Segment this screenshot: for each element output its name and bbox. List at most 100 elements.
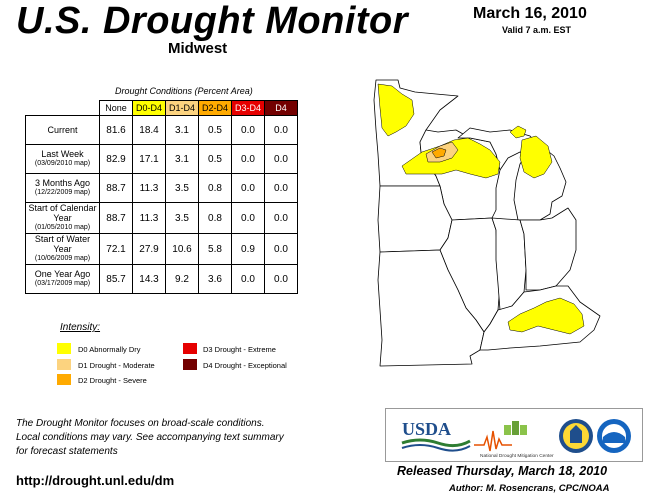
ndmc-pulse-line <box>474 430 512 452</box>
cell-d4: 0.0 <box>264 115 298 145</box>
d0-area-minnesota <box>377 83 415 137</box>
cell-d3-d4: 0.9 <box>231 233 265 265</box>
cell-d3-d4: 0.0 <box>231 202 265 234</box>
disclaimer-note: The Drought Monitor focuses on broad-sca… <box>16 417 346 459</box>
cell-d0-d4: 17.1 <box>132 144 166 174</box>
table-row: One Year Ago (03/17/2009 map) 85.7 14.3 9.2 3… <box>25 264 298 294</box>
col-header-d2-d4: D2-D4 <box>198 100 232 116</box>
row-label: One Year Ago (03/17/2009 map) <box>25 264 100 294</box>
row-label-text: Last Week <box>41 149 84 159</box>
row-label: Last Week (03/09/2010 map) <box>25 144 100 174</box>
cell-d2-d4: 0.5 <box>198 115 232 145</box>
cell-d2-d4: 0.8 <box>198 202 232 234</box>
cell-d4: 0.0 <box>264 264 298 294</box>
state-iowa <box>377 185 453 253</box>
cell-d3-d4: 0.0 <box>231 264 265 294</box>
cell-none: 85.7 <box>99 264 133 294</box>
cell-d1-d4: 3.5 <box>165 202 199 234</box>
noaa-logo-bird <box>603 432 625 443</box>
d0-area-michigan-east <box>519 135 553 179</box>
table-header-row: None D0-D4 D1-D4 D2-D4 D3-D4 D4 <box>25 100 298 116</box>
legend-label-d1: D1 Drought - Moderate <box>78 361 155 370</box>
legend-swatch-d4 <box>183 359 197 370</box>
table-caption: Drought Conditions (Percent Area) <box>115 86 253 96</box>
cell-d3-d4: 0.0 <box>231 144 265 174</box>
d2-area-wisconsin <box>431 147 447 159</box>
drought-monitor-link[interactable]: http://drought.unl.edu/dm <box>16 473 175 488</box>
row-label-text: Start of Calendar Year <box>28 203 97 223</box>
usda-logo: USDA <box>401 419 471 452</box>
midwest-drought-map <box>373 79 601 367</box>
d0-area-michigan-north <box>509 125 527 139</box>
cell-none: 88.7 <box>99 173 133 203</box>
state-ohio <box>519 207 577 291</box>
cell-none: 88.7 <box>99 202 133 234</box>
cell-d0-d4: 18.4 <box>132 115 166 145</box>
row-label-map-date: (12/22/2009 map) <box>34 189 91 196</box>
valid-time: Valid 7 a.m. EST <box>502 25 572 35</box>
d2-severe-drought-areas <box>431 147 447 159</box>
table-row: 3 Months Ago (12/22/2009 map) 88.7 11.3 3.5 0… <box>25 173 298 203</box>
region-name: Midwest <box>168 40 228 57</box>
row-label: Start of Water Year (10/06/2009 map) <box>25 233 100 265</box>
cell-d2-d4: 0.8 <box>198 173 232 203</box>
row-label-map-date: (03/17/2009 map) <box>34 280 91 287</box>
cell-d4: 0.0 <box>264 233 298 265</box>
row-label-text: 3 Months Ago <box>34 178 91 188</box>
cell-d3-d4: 0.0 <box>231 173 265 203</box>
cell-none: 81.6 <box>99 115 133 145</box>
row-label-map-date: (01/05/2010 map) <box>34 224 91 231</box>
cell-d0-d4: 11.3 <box>132 173 166 203</box>
usda-leaf-swoosh <box>401 438 471 448</box>
cell-d2-d4: 3.6 <box>198 264 232 294</box>
cell-d3-d4: 0.0 <box>231 115 265 145</box>
legend-label-d3: D3 Drought - Extreme <box>203 345 276 354</box>
cell-d1-d4: 3.1 <box>165 144 199 174</box>
cell-d1-d4: 3.5 <box>165 173 199 203</box>
d0-area-kentucky <box>507 297 585 335</box>
cell-d2-d4: 0.5 <box>198 144 232 174</box>
legend-swatch-d3 <box>183 343 197 354</box>
row-label-text: Start of Water Year <box>34 234 91 254</box>
legend-swatch-d0 <box>57 343 71 354</box>
cell-d4: 0.0 <box>264 202 298 234</box>
table-body: Current 81.6 18.4 3.1 0.5 0.0 0.0 Last Week (03/… <box>25 115 298 294</box>
usda-water-swoosh <box>401 444 471 452</box>
table-row: Start of Calendar Year (01/05/2010 map) 88… <box>25 202 298 234</box>
note-line-1: The Drought Monitor focuses on broad-sca… <box>16 418 265 429</box>
ndmc-tree-2 <box>512 421 519 435</box>
cell-d1-d4: 9.2 <box>165 264 199 294</box>
note-line-3: for forecast statements <box>16 446 118 457</box>
release-date: Released Thursday, March 18, 2010 <box>397 464 608 478</box>
row-label-map-date: (03/09/2010 map) <box>34 160 91 167</box>
row-label: Start of Calendar Year (01/05/2010 map) <box>25 202 100 234</box>
table-row: Last Week (03/09/2010 map) 82.9 17.1 3.1 0.5 0… <box>25 144 298 174</box>
cell-d1-d4: 10.6 <box>165 233 199 265</box>
row-label-text: Current <box>47 125 78 135</box>
ndmc-logo: National Drought Mitigation Center <box>474 421 554 459</box>
doc-seal-logo <box>559 419 593 453</box>
note-line-2: Local conditions may vary. See accompany… <box>16 432 284 443</box>
usda-logo-text: USDA <box>402 419 451 439</box>
col-header-d3-d4: D3-D4 <box>231 100 265 116</box>
row-label-text: One Year Ago <box>34 269 91 279</box>
ndmc-tree-3 <box>520 425 527 435</box>
legend-swatch-d2 <box>57 374 71 385</box>
row-label: Current <box>25 115 100 145</box>
col-header-d0-d4: D0-D4 <box>132 100 166 116</box>
legend-label-d0: D0 Abnormally Dry <box>78 345 141 354</box>
cell-d2-d4: 5.8 <box>198 233 232 265</box>
col-header-none: None <box>99 100 133 116</box>
col-header-d1-d4: D1-D4 <box>165 100 199 116</box>
row-label-map-date: (10/06/2009 map) <box>34 255 91 262</box>
legend-swatch-d1 <box>57 359 71 370</box>
legend-label-d2: D2 Drought - Severe <box>78 376 147 385</box>
cell-none: 82.9 <box>99 144 133 174</box>
cell-d0-d4: 14.3 <box>132 264 166 294</box>
partner-logos: USDA National Drought Mitigation Center <box>385 408 643 462</box>
table-row: Current 81.6 18.4 3.1 0.5 0.0 0.0 <box>25 115 298 145</box>
cell-d0-d4: 27.9 <box>132 233 166 265</box>
legend-label-d4: D4 Drought - Exceptional <box>203 361 287 370</box>
table-corner <box>25 100 100 116</box>
noaa-logo <box>597 419 631 453</box>
